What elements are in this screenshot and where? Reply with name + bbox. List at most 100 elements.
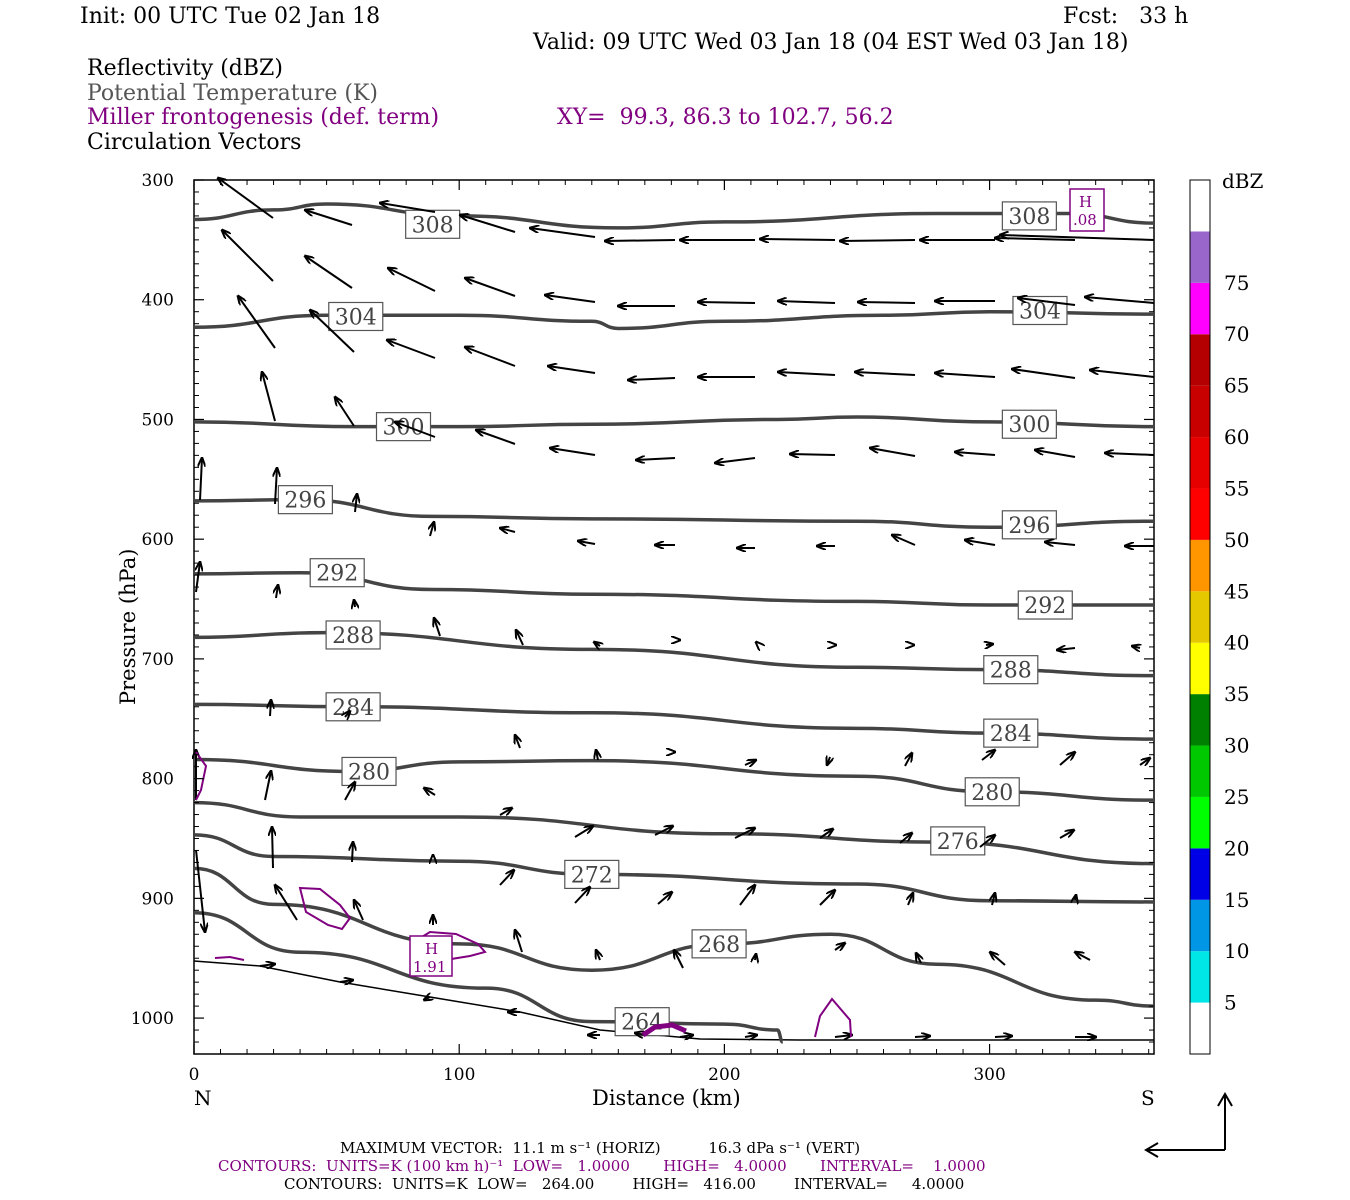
fronto-high-value-2: .08 bbox=[1073, 211, 1097, 229]
circulation-vector bbox=[596, 750, 598, 761]
circulation-vector bbox=[739, 885, 755, 906]
circulation-vector bbox=[387, 340, 436, 359]
circulation-vector bbox=[354, 600, 355, 607]
circulation-vector bbox=[476, 430, 516, 445]
colorbar-swatch bbox=[1190, 745, 1210, 797]
colorbar-swatch bbox=[1190, 848, 1210, 900]
isotherm-label-268: 268 bbox=[698, 933, 740, 958]
isotherm-label-272: 272 bbox=[571, 863, 613, 888]
circulation-vector bbox=[1075, 952, 1091, 961]
isotherm-label-264: 264 bbox=[621, 1011, 663, 1036]
circulation-vector bbox=[979, 835, 995, 848]
isotherm-label-284: 284 bbox=[332, 696, 374, 721]
circulation-vector bbox=[892, 535, 916, 546]
y-tick-label: 900 bbox=[142, 889, 174, 909]
colorbar-swatch bbox=[1190, 488, 1210, 540]
circulation-vector bbox=[434, 618, 441, 637]
colorbar-labels: 5 10 15 20 25 30 35 40 45 50 55 60 65 70 75 bbox=[1224, 271, 1249, 1015]
circulation-vector bbox=[344, 782, 355, 801]
circulation-vector bbox=[1018, 298, 1076, 306]
colorbar-swatch bbox=[1190, 282, 1210, 335]
circulation-vector bbox=[424, 788, 436, 795]
circulation-vector bbox=[200, 458, 202, 501]
circulation-vector bbox=[275, 885, 298, 921]
circulation-vector bbox=[499, 808, 512, 815]
isotherm-label-292: 292 bbox=[316, 562, 358, 587]
circulation-vector bbox=[870, 448, 916, 457]
colorbar-swatch bbox=[1190, 796, 1210, 849]
circulation-vector bbox=[760, 239, 836, 240]
circulation-vector bbox=[335, 397, 355, 427]
circulation-vector bbox=[628, 378, 676, 380]
isotherm-300 bbox=[193, 415, 1155, 429]
legend-theta: Potential Temperature (K) bbox=[87, 81, 378, 106]
circulation-vector bbox=[1085, 297, 1155, 304]
circulation-vector bbox=[734, 828, 755, 839]
circulation-vector bbox=[981, 750, 995, 761]
legend-frontogenesis: Miller frontogenesis (def. term) bbox=[87, 105, 440, 130]
colorbar-swatch bbox=[1190, 1002, 1210, 1054]
x-axis-title: Distance (km) bbox=[592, 1086, 741, 1110]
reflectivity-colorbar bbox=[1189, 179, 1211, 1055]
fronto-high-label-1: H 1.91 bbox=[409, 935, 453, 977]
circulation-vector bbox=[908, 893, 913, 906]
isotherm-label-box bbox=[325, 692, 381, 722]
circulation-vector bbox=[218, 178, 274, 219]
circulation-vector bbox=[430, 522, 434, 537]
circulation-vector bbox=[424, 997, 430, 1000]
x-tick-label: 0 bbox=[189, 1065, 200, 1085]
circulation-vector bbox=[916, 953, 921, 964]
circulation-vector bbox=[499, 870, 514, 886]
fronto-high-letter-1: H bbox=[425, 940, 438, 958]
circulation-vector bbox=[790, 454, 836, 455]
circulation-vector bbox=[955, 452, 996, 455]
circulation-vector bbox=[715, 457, 756, 463]
legend-reflectivity: Reflectivity (dBZ) bbox=[87, 56, 283, 81]
colorbar-label: 35 bbox=[1224, 682, 1249, 706]
frontogenesis-contours bbox=[195, 751, 852, 1038]
circulation-vector bbox=[827, 757, 830, 765]
isotherm-label-box bbox=[964, 777, 1020, 807]
circulation-vector bbox=[548, 366, 596, 374]
colorbar-frame bbox=[1189, 179, 1211, 1055]
isotherm-label-284: 284 bbox=[990, 722, 1032, 747]
circulation-vector bbox=[636, 458, 676, 460]
forecast-hour: Fcst: 33 h bbox=[1063, 4, 1189, 29]
circulation-vector bbox=[778, 301, 836, 303]
circulation-vector bbox=[574, 826, 593, 838]
circulation-vector bbox=[1045, 542, 1076, 545]
circulation-vector bbox=[355, 494, 357, 513]
circulation-vector bbox=[1132, 646, 1140, 648]
circulation-vector bbox=[272, 827, 273, 869]
circulation-vector bbox=[819, 829, 833, 839]
circulation-vector bbox=[935, 373, 996, 378]
fronto-high-value-1: 1.91 bbox=[413, 958, 446, 976]
circulation-vector bbox=[674, 950, 684, 969]
reference-vector-icon bbox=[1144, 1092, 1233, 1158]
colorbar-swatch bbox=[1190, 334, 1210, 386]
circulation-vector bbox=[578, 541, 596, 544]
circulation-vectors bbox=[196, 178, 1155, 1037]
circulation-vector bbox=[834, 943, 845, 950]
circulation-vector bbox=[550, 448, 596, 456]
x-tick-label: 300 bbox=[973, 1065, 1005, 1085]
circulation-vector bbox=[990, 952, 1006, 966]
isotherm-label-280: 280 bbox=[971, 781, 1013, 806]
isotherm-label-300: 300 bbox=[383, 416, 425, 441]
circulation-vector bbox=[262, 372, 276, 422]
colorbar-label: 40 bbox=[1224, 631, 1249, 655]
isotherm-label-box bbox=[277, 485, 333, 515]
circulation-vector bbox=[1075, 895, 1076, 900]
circulation-vector bbox=[465, 278, 516, 297]
circulation-vector bbox=[388, 268, 436, 292]
colorbar-swatch bbox=[1190, 180, 1210, 232]
circulation-vector bbox=[1057, 648, 1076, 650]
footer-theta-contours: CONTOURS: UNITS=K LOW= 264.00 HIGH= 416.… bbox=[284, 1175, 965, 1193]
isotherm-label-308: 308 bbox=[412, 213, 454, 238]
circulation-vector bbox=[904, 753, 912, 767]
isotherm-label-box bbox=[691, 929, 747, 959]
circulation-vector bbox=[778, 372, 836, 375]
circulation-vector bbox=[1012, 369, 1076, 379]
circulation-vector bbox=[698, 302, 756, 303]
circulation-vector bbox=[756, 642, 757, 643]
